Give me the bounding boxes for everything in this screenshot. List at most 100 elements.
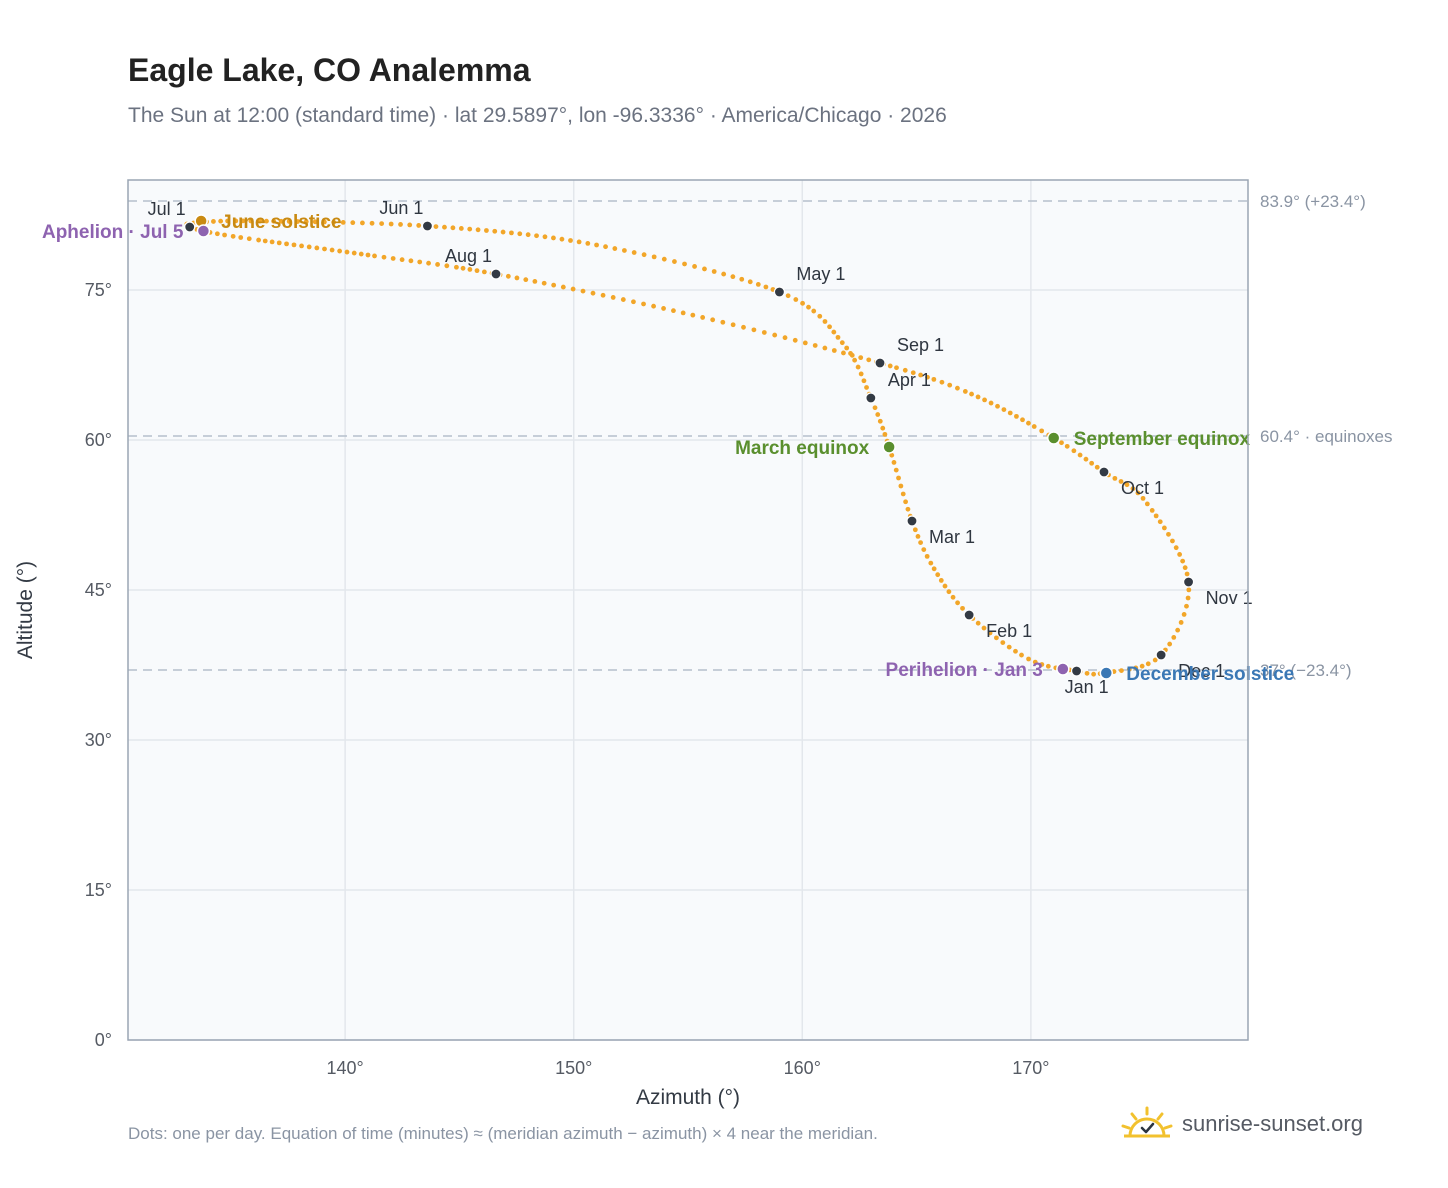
daily-sun-dot bbox=[751, 327, 757, 333]
daily-sun-dot bbox=[559, 236, 565, 242]
daily-sun-dot bbox=[1039, 428, 1045, 434]
daily-sun-dot bbox=[942, 583, 948, 589]
daily-sun-dot bbox=[631, 299, 636, 305]
month-marker-label: Dec 1 bbox=[1178, 661, 1225, 681]
daily-sun-dot bbox=[551, 282, 557, 288]
month-marker-label: Mar 1 bbox=[929, 527, 975, 547]
daily-sun-dot bbox=[894, 365, 899, 371]
daily-sun-dot bbox=[442, 224, 447, 230]
daily-sun-dot bbox=[792, 337, 798, 343]
y-tick-label: 75° bbox=[85, 280, 112, 300]
daily-sun-dot bbox=[1184, 571, 1190, 577]
daily-sun-dot bbox=[849, 352, 855, 358]
daily-sun-dot bbox=[812, 343, 818, 348]
daily-sun-dot bbox=[1184, 603, 1189, 609]
brand-name: sunrise-sunset.org bbox=[1182, 1111, 1363, 1136]
daily-sun-dot bbox=[580, 288, 586, 294]
daily-sun-dot bbox=[1173, 545, 1179, 551]
daily-sun-dot bbox=[321, 219, 327, 225]
daily-sun-dot bbox=[532, 279, 538, 284]
event-label: Aphelion · Jul 5 bbox=[42, 222, 184, 243]
daily-sun-dot bbox=[474, 268, 480, 274]
daily-sun-dot bbox=[946, 589, 952, 595]
daily-sun-dot bbox=[271, 218, 277, 224]
daily-sun-dot bbox=[610, 295, 616, 300]
daily-sun-dot bbox=[381, 254, 387, 260]
daily-sun-dot bbox=[278, 218, 284, 224]
daily-sun-dot bbox=[1094, 464, 1100, 470]
daily-sun-dot bbox=[1059, 440, 1064, 446]
daily-sun-dot bbox=[399, 257, 405, 263]
daily-sun-dot bbox=[861, 378, 867, 384]
daily-sun-dot bbox=[931, 566, 937, 572]
sun-logo-icon bbox=[1121, 1106, 1173, 1138]
daily-sun-dot bbox=[1140, 495, 1146, 501]
daily-sun-dot bbox=[541, 280, 547, 286]
brand[interactable]: sunrise-sunset.org bbox=[1120, 1104, 1363, 1144]
daily-sun-dot bbox=[1026, 420, 1031, 426]
daily-sun-dot bbox=[800, 300, 805, 306]
month-marker bbox=[1155, 649, 1167, 661]
daily-sun-dot bbox=[903, 499, 908, 505]
daily-sun-dot bbox=[1031, 424, 1037, 429]
daily-sun-dot bbox=[299, 243, 304, 249]
daily-sun-dot bbox=[866, 357, 872, 363]
daily-sun-dot bbox=[782, 335, 788, 341]
daily-sun-dot bbox=[1083, 456, 1089, 462]
daily-sun-dot bbox=[793, 297, 799, 302]
month-marker bbox=[490, 268, 502, 280]
daily-sun-dot bbox=[426, 260, 431, 266]
daily-sun-dot bbox=[730, 322, 736, 328]
daily-sun-dot bbox=[1000, 640, 1006, 646]
daily-sun-dot bbox=[372, 253, 377, 259]
daily-sun-dot bbox=[692, 264, 697, 269]
daily-sun-dot bbox=[841, 350, 846, 356]
event-marker bbox=[1056, 662, 1070, 676]
daily-sun-dot bbox=[844, 345, 850, 351]
daily-sun-dot bbox=[1124, 482, 1130, 488]
daily-sun-dot bbox=[492, 228, 498, 234]
daily-sun-dot bbox=[1133, 665, 1139, 671]
daily-sun-dot bbox=[248, 218, 254, 224]
daily-sun-dot bbox=[1175, 627, 1181, 633]
daily-sun-dot bbox=[921, 547, 927, 553]
daily-sun-dot bbox=[928, 560, 934, 566]
daily-sun-dot bbox=[505, 273, 511, 279]
daily-sun-dot bbox=[1153, 513, 1159, 519]
daily-sun-dot bbox=[314, 245, 320, 251]
daily-sun-dot bbox=[1177, 552, 1183, 557]
daily-sun-dot bbox=[256, 237, 262, 243]
daily-sun-dot bbox=[982, 397, 987, 403]
daily-sun-dot bbox=[542, 234, 548, 240]
daily-sun-dot bbox=[218, 218, 224, 224]
daily-sun-dot bbox=[1152, 657, 1158, 663]
daily-sun-dot bbox=[831, 329, 837, 335]
daily-sun-dot bbox=[995, 403, 1000, 409]
daily-sun-dot bbox=[500, 229, 506, 235]
daily-sun-dot bbox=[806, 304, 811, 310]
daily-sun-dot bbox=[672, 259, 677, 264]
month-marker bbox=[874, 357, 886, 369]
daily-sun-dot bbox=[481, 269, 487, 275]
daily-sun-dot bbox=[1185, 595, 1191, 601]
daily-sun-dot bbox=[1139, 663, 1145, 669]
footnote: Dots: one per day. Equation of time (min… bbox=[128, 1124, 878, 1143]
y-tick-label: 30° bbox=[85, 730, 112, 750]
daily-sun-dot bbox=[433, 224, 439, 230]
daily-sun-dot bbox=[1149, 508, 1155, 513]
event-label: June solstice bbox=[221, 212, 341, 233]
month-marker bbox=[1098, 466, 1110, 478]
reference-lines: 83.9° (+23.4°) 60.4° · equinoxes 37° (−23.… bbox=[128, 192, 1393, 680]
daily-sun-dot bbox=[1064, 443, 1070, 449]
daily-sun-dot bbox=[682, 261, 687, 267]
daily-sun-dot bbox=[390, 256, 396, 261]
daily-sun-dot bbox=[1020, 417, 1025, 423]
daily-sun-dot bbox=[379, 221, 385, 227]
daily-sun-dot bbox=[947, 382, 953, 388]
daily-sun-dot bbox=[761, 330, 767, 335]
daily-sun-dot bbox=[924, 553, 930, 559]
plot-background bbox=[128, 180, 1248, 1040]
daily-sun-dot bbox=[514, 275, 520, 281]
daily-sun-dot bbox=[621, 248, 627, 253]
